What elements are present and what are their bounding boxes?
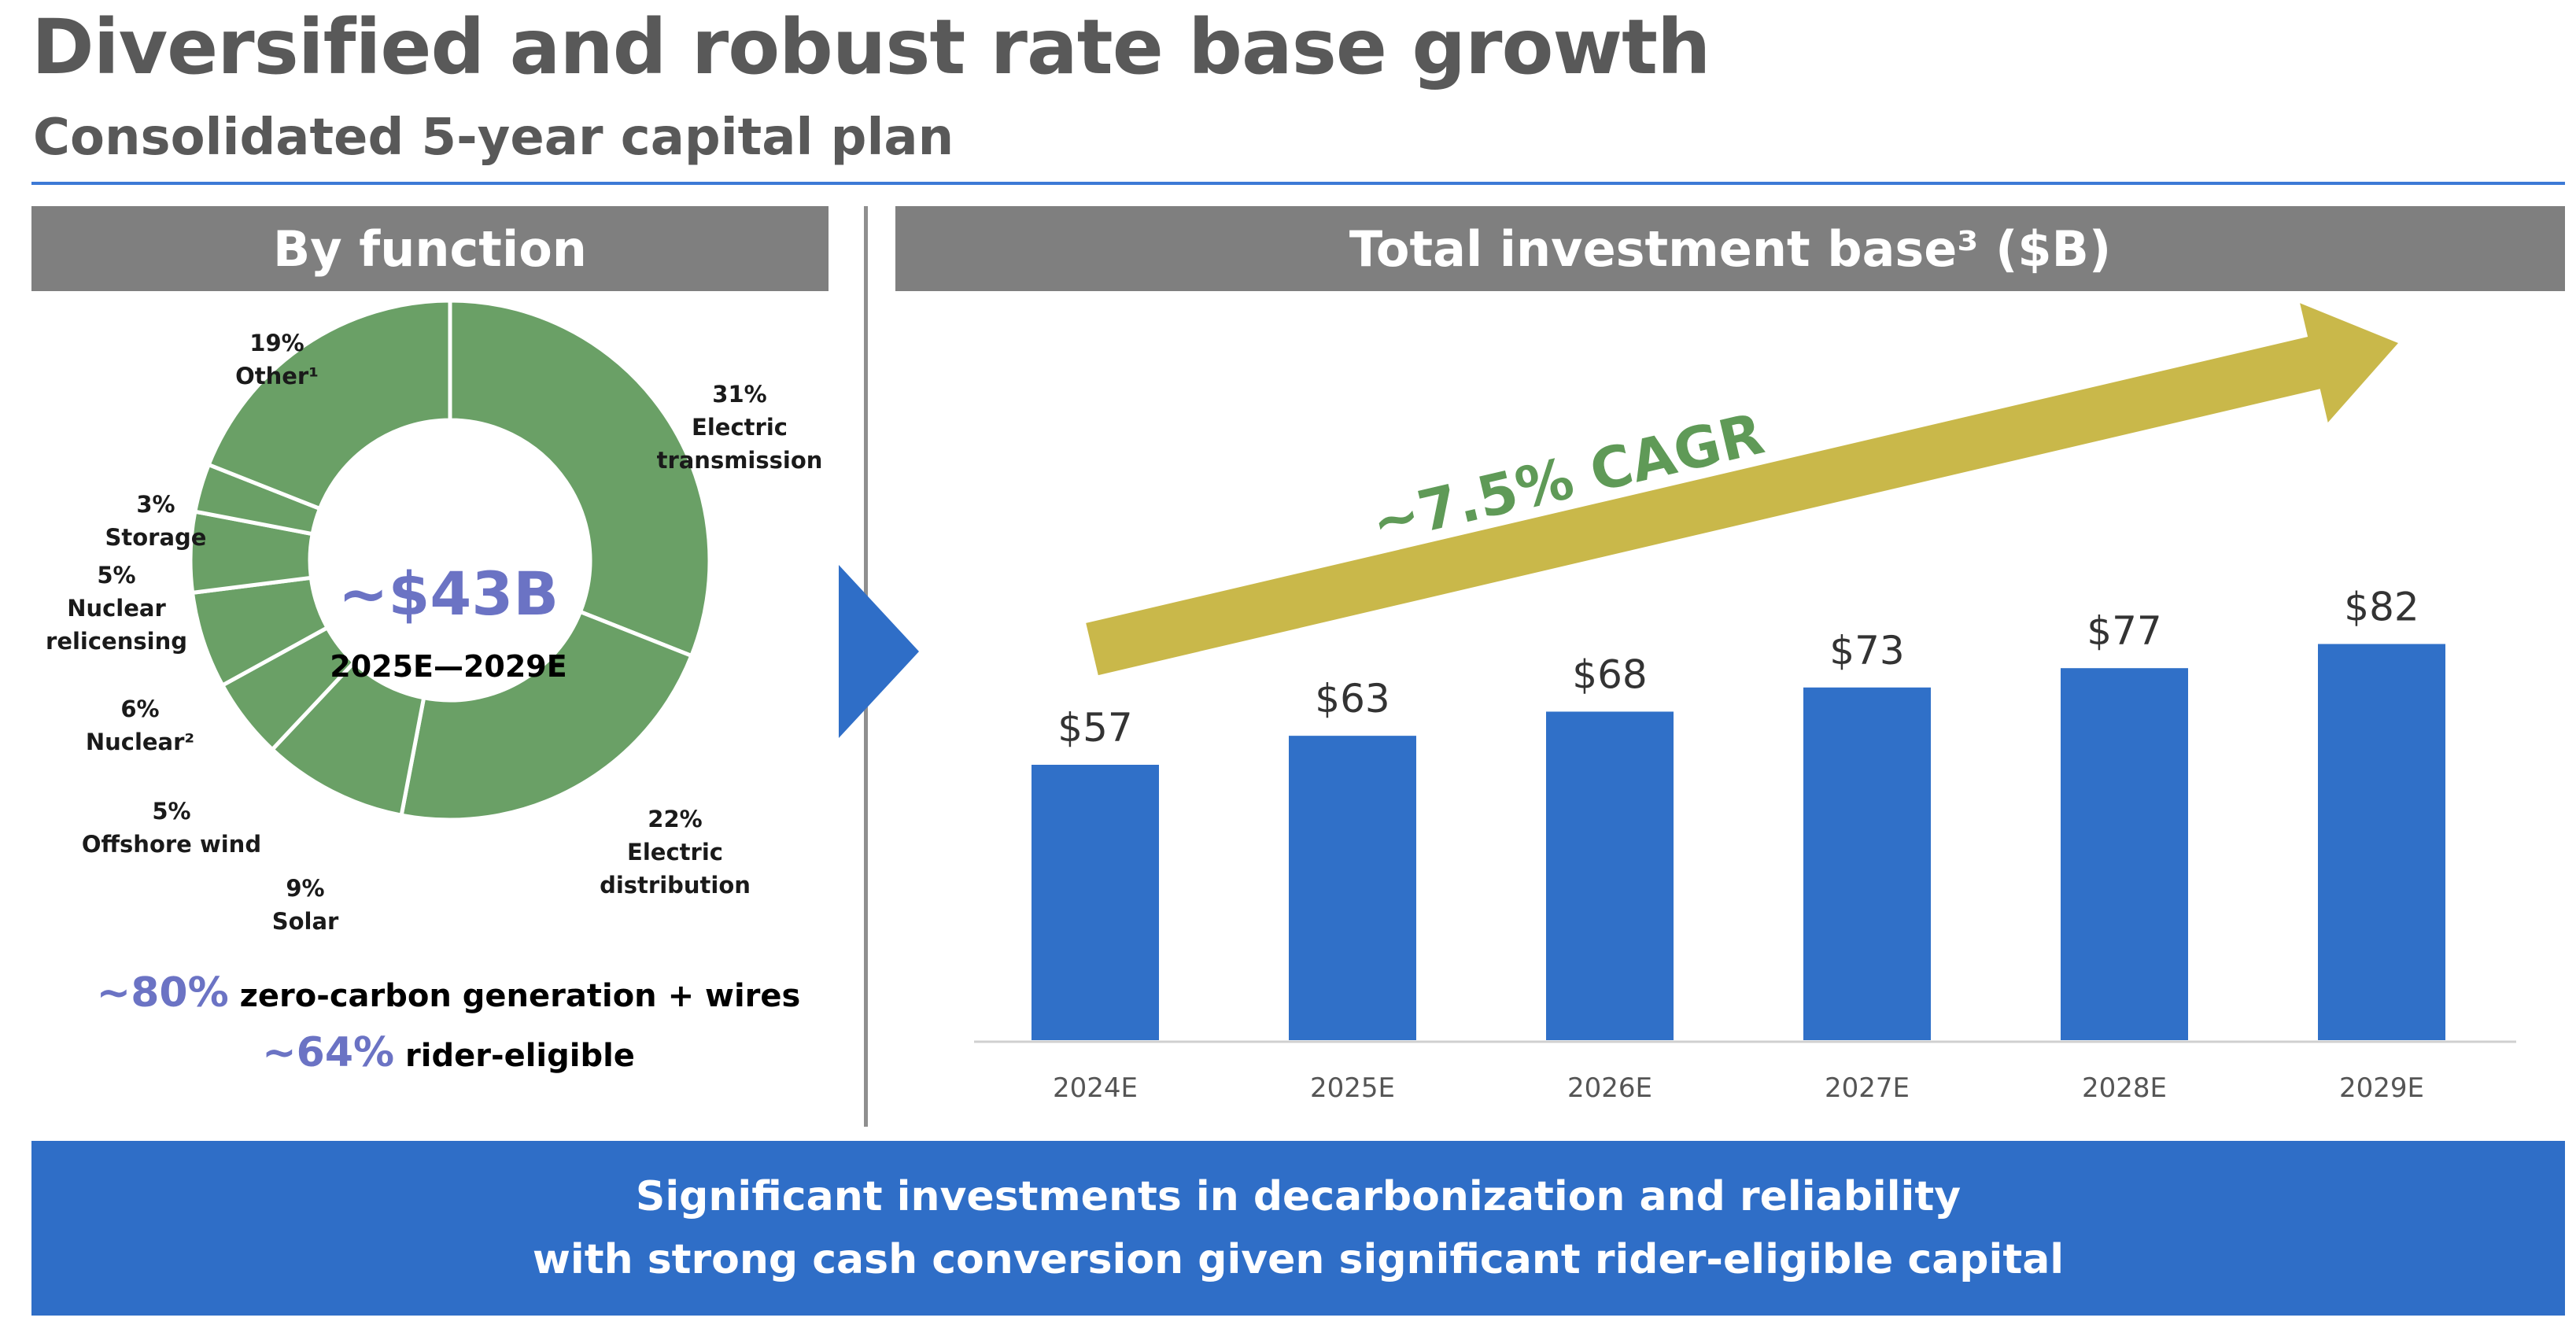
bar-2025E — [1289, 736, 1416, 1040]
donut-slice-1 — [448, 298, 712, 659]
donut-label-line: Electric — [692, 414, 788, 441]
zero-carbon-pct: ~80% — [96, 969, 229, 1017]
donut-label-1: 31% Electric transmission — [582, 378, 897, 477]
footer-banner: Significant investments in decarbonizati… — [31, 1141, 2565, 1316]
donut-label-line: 19% — [249, 330, 304, 356]
zero-carbon-stat: ~80% zero-carbon generation + wires — [31, 969, 865, 1017]
donut-label-line: Nuclear — [67, 595, 166, 622]
donut-label-5: 6% Nuclear² — [0, 692, 297, 758]
bar-2027E — [1803, 687, 1931, 1040]
donut-label-line: 5% — [152, 798, 191, 825]
donut-label-line: Solar — [271, 908, 339, 935]
donut-label-line: 31% — [712, 381, 767, 408]
rider-eligible-pct: ~64% — [262, 1029, 395, 1076]
donut-label-line: 3% — [136, 491, 175, 518]
bar-value-label: $82 — [2344, 584, 2419, 629]
bar-2029E — [2318, 644, 2445, 1040]
donut-label-3: 9% Solar — [148, 872, 463, 938]
zero-carbon-text: zero-carbon generation + wires — [228, 978, 801, 1014]
bar-2028E — [2061, 668, 2188, 1040]
bar-value-label: $63 — [1315, 676, 1389, 722]
bars-group: $57 2024E $63 2025E $68 2026E $73 2027E $77 2028E… — [1032, 584, 2445, 1104]
bar-value-label: $73 — [1829, 628, 1904, 674]
donut-chart — [188, 298, 712, 822]
page-subtitle: Consolidated 5-year capital plan — [33, 109, 954, 167]
donut-label-line: relicensing — [46, 628, 187, 655]
x-tick-label: 2025E — [1310, 1072, 1395, 1104]
bar-2026E — [1546, 711, 1674, 1040]
cagr-arrow-group: ~7.5% CAGR — [1086, 303, 2398, 676]
bar-value-label: $68 — [1572, 651, 1647, 697]
donut-label-line: distribution — [600, 872, 751, 899]
x-tick-label: 2024E — [1053, 1072, 1138, 1104]
footer-line-2: with strong cash conversion given signif… — [532, 1236, 2065, 1283]
chevron-right-icon — [839, 565, 919, 738]
donut-label-line: Storage — [105, 524, 207, 551]
page-title: Diversified and robust rate base growth — [31, 3, 1711, 91]
donut-label-line: 6% — [120, 696, 160, 722]
donut-label-7: 3% Storage — [0, 488, 313, 554]
rider-eligible-text: rider-eligible — [394, 1038, 635, 1074]
donut-label-2: 22% Electric distribution — [518, 803, 832, 902]
by-function-heading: By function — [31, 206, 829, 291]
bar-value-label: $57 — [1057, 705, 1132, 751]
donut-label-line: Electric — [627, 839, 723, 865]
title-rule — [31, 182, 2565, 185]
x-tick-label: 2027E — [1825, 1072, 1910, 1104]
rider-eligible-stat: ~64% rider-eligible — [31, 1029, 865, 1076]
x-tick-label: 2028E — [2082, 1072, 2167, 1104]
footer-line-1: Significant investments in decarbonizati… — [635, 1173, 1962, 1220]
x-tick-label: 2029E — [2339, 1072, 2424, 1104]
donut-label-line: Nuclear² — [85, 729, 195, 755]
donut-label-line: 9% — [286, 875, 325, 902]
x-tick-label: 2026E — [1567, 1072, 1652, 1104]
donut-slice-2 — [399, 609, 695, 822]
donut-label-line: Offshore wind — [81, 831, 262, 858]
donut-label-8: 19% Other¹ — [120, 327, 434, 393]
bar-value-label: $77 — [2087, 608, 2161, 654]
investment-bar-chart: ~7.5% CAGR $57 2024E $63 2025E $68 2026E $73 20… — [974, 303, 2516, 1104]
donut-slice-8 — [205, 298, 452, 511]
bar-2024E — [1032, 765, 1159, 1040]
donut-label-line: 5% — [97, 562, 136, 589]
cagr-arrow-icon — [1086, 303, 2398, 676]
investment-base-heading: Total investment base³ ($B) — [895, 206, 2565, 291]
donut-label-line: 22% — [648, 806, 703, 832]
donut-label-line: transmission — [656, 447, 823, 474]
donut-label-6: 5% Nuclear relicensing — [0, 559, 274, 658]
donut-label-4: 5% Offshore wind — [14, 795, 329, 861]
donut-center-period: 2025E—2029E — [330, 649, 567, 684]
donut-center-value: ~$43B — [338, 559, 559, 629]
donut-label-line: Other¹ — [235, 363, 319, 389]
